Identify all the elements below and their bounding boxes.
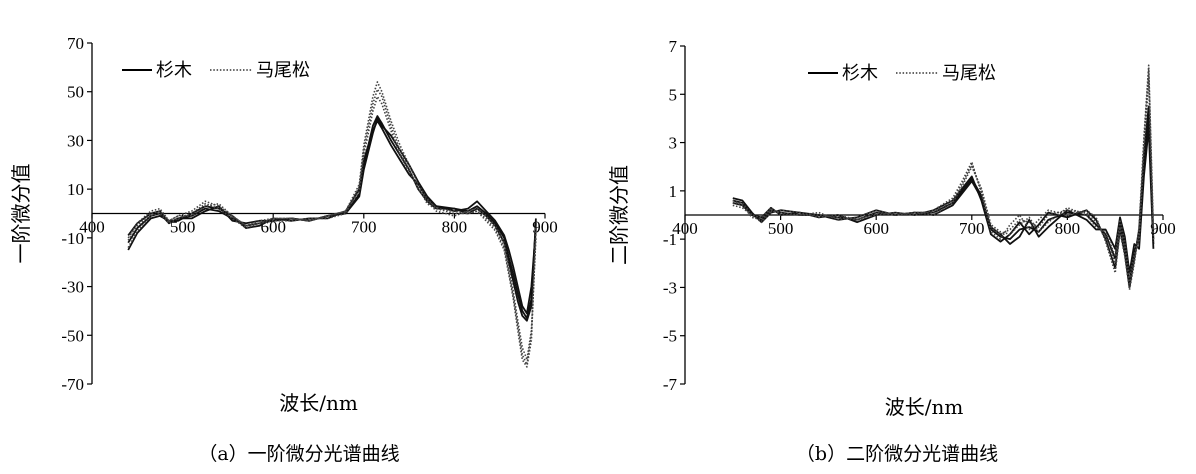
caption-second-derivative: （b）二阶微分光谱曲线: [598, 439, 1196, 466]
series-line-dotted: [733, 70, 1154, 285]
series-line-dotted: [733, 80, 1154, 278]
y-tick-label: 1: [669, 182, 678, 201]
x-tick-label: 400: [79, 218, 105, 237]
x-axis-title: 波长/nm: [885, 395, 964, 419]
x-axis-title: 波长/nm: [279, 391, 358, 415]
legend-label-dotted: 马尾松: [942, 63, 996, 84]
y-axis-title: 一阶微分值: [9, 164, 33, 264]
y-tick-label: 70: [67, 34, 84, 53]
series-line-dotted: [733, 65, 1154, 289]
y-tick-label: -3: [663, 278, 677, 297]
y-tick-label: -50: [61, 326, 84, 345]
legend-label-solid: 杉木: [156, 60, 192, 81]
x-tick-label: 400: [672, 219, 698, 238]
y-axis-title: 二阶微分值: [607, 165, 631, 265]
y-tick-label: 7: [669, 37, 678, 56]
y-tick-label: 5: [669, 85, 678, 104]
series-line-solid: [733, 128, 1154, 273]
series-line-solid: [733, 118, 1154, 282]
y-tick-label: -5: [663, 327, 677, 346]
y-tick-label: -70: [61, 375, 84, 394]
y-tick-label: -30: [61, 278, 84, 297]
legend-label-solid: 杉木: [842, 63, 878, 84]
legend-label-dotted: 马尾松: [256, 60, 310, 81]
x-tick-label: 600: [863, 219, 889, 238]
y-tick-label: 3: [669, 134, 678, 153]
chart-panel-second-derivative: 7 5 3 1 -1 -3 -5 -7 400 500 600 700 800 900 杉木 马尾松 波长/nm…: [598, 0, 1196, 474]
x-tick-label: 500: [768, 219, 794, 238]
caption-first-derivative: （a）一阶微分光谱曲线: [0, 439, 598, 466]
x-tick-label: 700: [351, 218, 377, 237]
chart-panel-first-derivative: 70 50 30 10 -10 -30 -50 -70 400 500 600 700 800 900 杉木…: [0, 0, 598, 474]
y-tick-label: 50: [67, 83, 84, 102]
y-tick-label: 10: [67, 180, 84, 199]
y-tick-label: 30: [67, 131, 84, 150]
y-tick-label: -7: [663, 375, 678, 394]
x-tick-label: 700: [959, 219, 985, 238]
x-tick-label: 800: [442, 218, 468, 237]
x-tick-label: 800: [1055, 219, 1081, 238]
series-line-solid: [733, 106, 1154, 287]
